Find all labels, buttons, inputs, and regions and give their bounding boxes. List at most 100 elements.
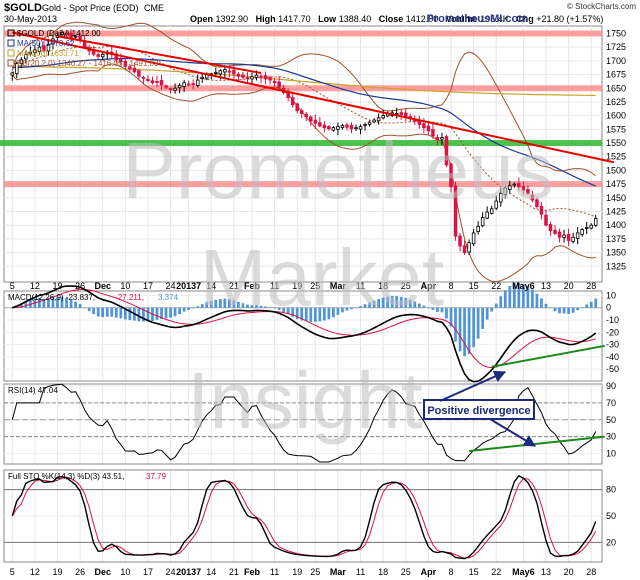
macd-hist-bar xyxy=(69,299,73,308)
sto-legend-entry: 37.79 xyxy=(146,472,167,481)
macd-histogram xyxy=(10,282,598,357)
price-y-tick: 1575 xyxy=(606,124,626,134)
macd-y-tick: 0 xyxy=(606,303,611,313)
x-tick-label: 11 xyxy=(356,567,365,577)
x-tick-label: 26 xyxy=(75,567,85,577)
macd-y-tick: 10 xyxy=(606,290,616,300)
macd-hist-bar xyxy=(142,307,145,322)
macd-hist-bar xyxy=(431,307,435,310)
candle-body xyxy=(241,74,245,78)
macd-hist-bar xyxy=(277,307,281,310)
candle-body xyxy=(435,136,440,141)
price-panel: 1325135013751400142514501475150015251550… xyxy=(0,21,626,562)
chart-date: 30-May-2013 xyxy=(4,14,57,24)
x-tick-label: 18 xyxy=(378,281,388,291)
macd-hist-bar xyxy=(327,307,331,320)
resistance-band xyxy=(4,30,602,37)
candle-body xyxy=(259,75,263,78)
x-tick-label: 15 xyxy=(469,281,479,291)
sto-y-tick: 80 xyxy=(606,485,616,495)
candle-body xyxy=(358,126,363,130)
x-tick-label: 22 xyxy=(491,281,501,291)
macd-hist-bar xyxy=(322,307,326,321)
watermark-market: Market xyxy=(200,233,445,322)
macd-y-tick: -40 xyxy=(606,352,619,362)
candle-body xyxy=(60,31,64,35)
macd-hist-bar xyxy=(101,307,105,318)
candle-body xyxy=(548,224,553,232)
x-tick-label: 12 xyxy=(30,281,40,291)
candle-body xyxy=(141,76,146,79)
macd-hist-bar xyxy=(508,285,512,308)
legend-swatch xyxy=(7,39,15,47)
candle-body xyxy=(119,58,123,63)
rsi-legend: RSI(14) 47.04 xyxy=(8,386,58,395)
macd-hist-bar xyxy=(28,299,32,308)
sto-y-tick: 50 xyxy=(606,511,616,521)
macd-hist-bar xyxy=(313,307,317,322)
macd-hist-bar xyxy=(580,307,584,308)
macd-hist-bar xyxy=(490,307,494,312)
rsi-y-tick: 10 xyxy=(606,449,616,459)
macd-hist-bar xyxy=(209,300,213,308)
ma50-line xyxy=(12,57,596,187)
trendlines xyxy=(12,31,615,164)
macd-hist-bar xyxy=(531,289,534,308)
volume-value: 195.4K xyxy=(480,14,509,24)
macd-hist-bar xyxy=(503,290,507,308)
macd-hist-bar xyxy=(512,283,516,308)
stockcharts-credit: © StockCharts.com xyxy=(567,2,636,11)
macd-divergence-line xyxy=(491,344,605,368)
candle-body xyxy=(272,80,277,84)
macd-hist-bar xyxy=(567,307,570,314)
macd-hist-bar xyxy=(19,303,23,308)
x-axis-labels: 55121219192626DecDec10101717242420137201… xyxy=(10,281,596,577)
price-y-tick: 1350 xyxy=(606,248,626,258)
macd-hist-bar xyxy=(540,298,543,308)
chg-label: Chg xyxy=(516,14,534,24)
rsi-y-tick: 90 xyxy=(606,381,616,391)
candle-body xyxy=(354,127,358,130)
candle-body xyxy=(494,200,498,209)
price-y-tick: 1750 xyxy=(606,28,626,38)
candle-body xyxy=(223,69,227,73)
x-tick-label: 25 xyxy=(401,567,411,577)
macd-frame xyxy=(3,290,603,382)
macd-hist-bar xyxy=(454,307,457,342)
macd-hist-bar xyxy=(65,297,68,308)
x-tick-label: 8 xyxy=(448,567,453,577)
macd-hist-bar xyxy=(146,307,150,322)
candle-body xyxy=(24,53,28,60)
macd-line xyxy=(12,285,597,383)
macd-hist-bar xyxy=(422,305,426,308)
candle-body xyxy=(232,69,236,75)
macd-hist-bar xyxy=(458,307,462,352)
macd-hist-bar xyxy=(291,307,295,317)
macd-legend: MACD(12,26,9) -23.837, -27.211, 3.374 xyxy=(8,293,179,302)
macd-legend-entry: 3.374 xyxy=(158,293,179,302)
x-tick-label: 14 xyxy=(206,567,216,577)
macd-hist-bar xyxy=(123,307,127,320)
macd-hist-bar xyxy=(259,305,263,308)
divergence-arrow-up xyxy=(439,370,507,402)
candle-body xyxy=(467,242,471,253)
rsi-lines xyxy=(11,383,605,463)
x-tick-label: 12 xyxy=(30,567,40,577)
candle-body xyxy=(521,186,526,191)
rsi-divergence-line xyxy=(468,435,605,453)
macd-hist-bar xyxy=(214,299,218,308)
candle-body xyxy=(426,125,431,132)
candle-body xyxy=(33,49,37,53)
candle-body xyxy=(593,218,598,226)
macd-hist-bar xyxy=(268,307,272,308)
rsi-y-tick: 70 xyxy=(606,398,616,408)
x-tick-label: 24 xyxy=(166,281,176,291)
x-tick-label: 19 xyxy=(292,567,302,577)
x-tick-label: 24 xyxy=(166,567,176,577)
macd-hist-bar xyxy=(191,307,195,309)
candle-body xyxy=(476,225,480,232)
price-y-tick: 1525 xyxy=(606,152,626,162)
x-tick-label: 10 xyxy=(120,281,130,291)
x-tick-label: 28 xyxy=(586,281,596,291)
